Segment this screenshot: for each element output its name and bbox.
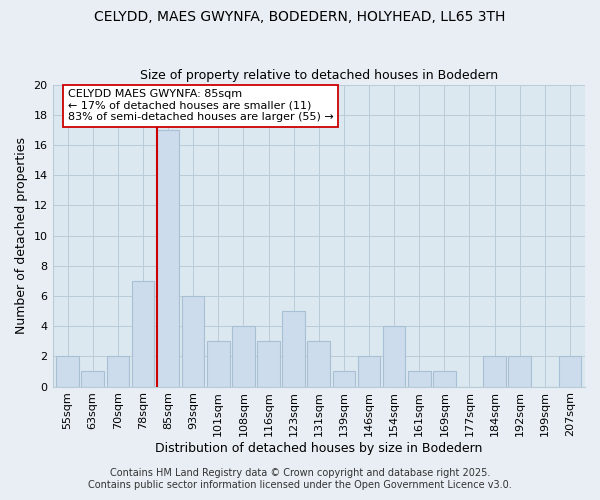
Bar: [332, 372, 355, 386]
Bar: [383, 326, 406, 386]
Bar: [408, 372, 431, 386]
Bar: [107, 356, 129, 386]
Title: Size of property relative to detached houses in Bodedern: Size of property relative to detached ho…: [140, 69, 498, 82]
Text: Contains HM Land Registry data © Crown copyright and database right 2025.
Contai: Contains HM Land Registry data © Crown c…: [88, 468, 512, 490]
Bar: [283, 311, 305, 386]
Bar: [232, 326, 255, 386]
Y-axis label: Number of detached properties: Number of detached properties: [15, 137, 28, 334]
Bar: [358, 356, 380, 386]
Bar: [182, 296, 205, 386]
Bar: [508, 356, 531, 386]
Bar: [433, 372, 455, 386]
Bar: [82, 372, 104, 386]
Bar: [483, 356, 506, 386]
Bar: [131, 281, 154, 386]
Bar: [559, 356, 581, 386]
Bar: [157, 130, 179, 386]
Text: CELYDD MAES GWYNFA: 85sqm
← 17% of detached houses are smaller (11)
83% of semi-: CELYDD MAES GWYNFA: 85sqm ← 17% of detac…: [68, 89, 334, 122]
Bar: [56, 356, 79, 386]
Text: CELYDD, MAES GWYNFA, BODEDERN, HOLYHEAD, LL65 3TH: CELYDD, MAES GWYNFA, BODEDERN, HOLYHEAD,…: [94, 10, 506, 24]
Bar: [257, 342, 280, 386]
Bar: [207, 342, 230, 386]
X-axis label: Distribution of detached houses by size in Bodedern: Distribution of detached houses by size …: [155, 442, 482, 455]
Bar: [307, 342, 330, 386]
